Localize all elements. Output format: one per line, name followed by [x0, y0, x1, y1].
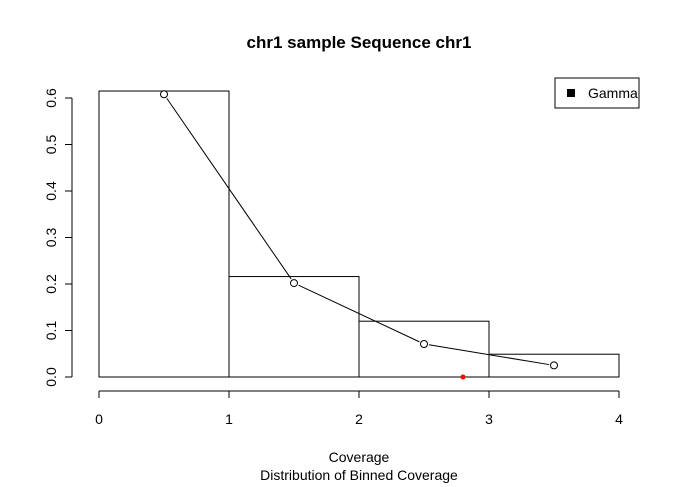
series-point-3 [550, 361, 558, 370]
histogram-bars [98, 90, 620, 378]
series-point-2 [420, 339, 428, 348]
legend: Gamma [554, 77, 640, 109]
y-tick-label-2: 0.2 [43, 274, 59, 294]
y-tick-label-3: 0.3 [43, 228, 59, 248]
x-tick-label-1: 1 [225, 411, 233, 427]
x-axis: 0 1 2 3 4 [95, 390, 623, 427]
x-axis-sublabel: Distribution of Binned Coverage [260, 467, 458, 483]
series-points [160, 90, 558, 370]
series-line [166, 98, 550, 366]
histogram-bar-0 [98, 90, 230, 378]
series-point-1 [290, 279, 298, 288]
x-tick-label-2: 2 [355, 411, 363, 427]
y-axis: 0.0 0.1 0.2 0.3 0.4 0.5 0.6 [43, 88, 73, 387]
series-segment-1 [298, 284, 420, 343]
histogram-bar-2 [358, 320, 490, 378]
x-tick-label-4: 4 [615, 411, 623, 427]
chart-title: chr1 sample Sequence chr1 [247, 33, 472, 52]
series-point-0 [160, 90, 168, 99]
x-tick-label-0: 0 [95, 411, 103, 427]
x-tick-label-3: 3 [485, 411, 493, 427]
y-tick-label-1: 0.1 [43, 321, 59, 341]
y-tick-label-5: 0.5 [43, 135, 59, 155]
highlight-group [460, 374, 466, 380]
highlight-point [460, 374, 466, 380]
series-segment-0 [166, 98, 292, 280]
x-axis-label: Coverage [329, 449, 390, 465]
y-tick-label-0: 0.0 [43, 367, 59, 387]
series-segment-2 [428, 344, 550, 366]
legend-marker [567, 89, 575, 97]
y-tick-label-6: 0.6 [43, 88, 59, 108]
y-tick-label-4: 0.4 [43, 181, 59, 201]
histogram-bar-1 [228, 276, 360, 378]
legend-label: Gamma [588, 85, 638, 101]
histogram-bar-3 [488, 353, 620, 378]
